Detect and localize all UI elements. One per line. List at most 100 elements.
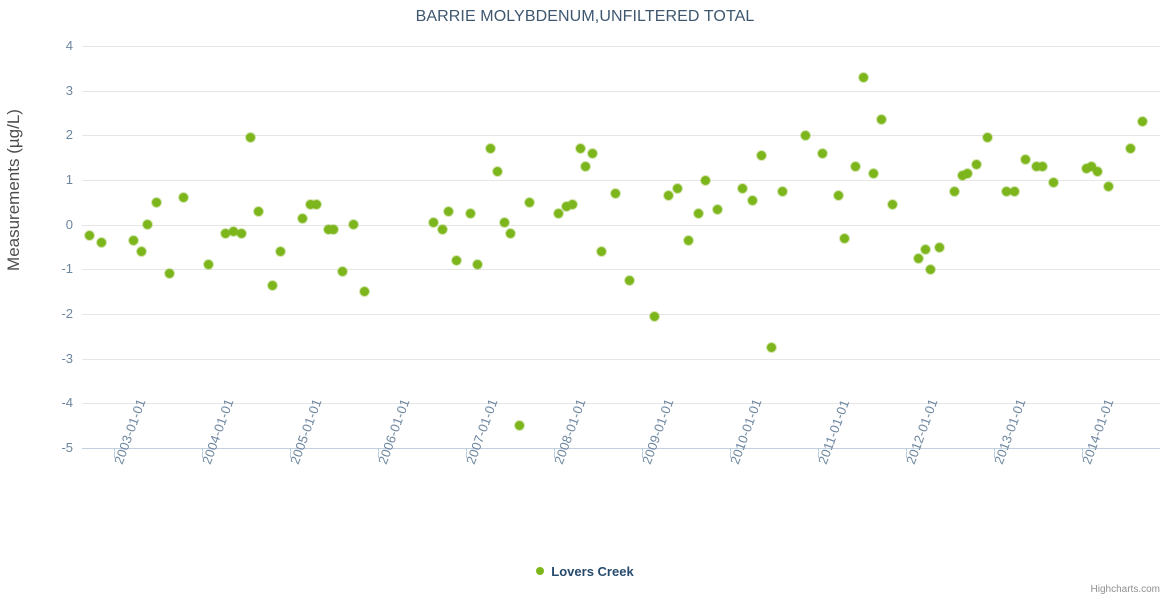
data-point[interactable] xyxy=(1037,162,1047,172)
data-point[interactable] xyxy=(561,202,571,212)
data-point[interactable] xyxy=(97,238,107,247)
data-point[interactable] xyxy=(305,200,315,210)
data-point[interactable] xyxy=(962,168,972,178)
data-point[interactable] xyxy=(137,247,147,256)
data-point[interactable] xyxy=(349,220,358,230)
data-point[interactable] xyxy=(466,209,476,218)
data-point[interactable] xyxy=(801,130,811,140)
data-point[interactable] xyxy=(596,247,606,256)
data-point[interactable] xyxy=(253,206,263,216)
data-point[interactable] xyxy=(444,206,454,216)
data-point[interactable] xyxy=(1082,164,1092,174)
data-point[interactable] xyxy=(337,267,347,277)
data-point[interactable] xyxy=(451,255,461,265)
y-axis-tick-label: -3 xyxy=(61,350,73,366)
data-point[interactable] xyxy=(1020,155,1030,165)
data-point[interactable] xyxy=(554,209,564,218)
data-point[interactable] xyxy=(1103,182,1113,192)
data-point[interactable] xyxy=(737,184,747,194)
gridline xyxy=(82,90,1160,92)
data-point[interactable] xyxy=(312,200,322,210)
gridline xyxy=(82,358,1160,360)
data-point[interactable] xyxy=(859,72,869,82)
data-point[interactable] xyxy=(950,186,959,196)
data-point[interactable] xyxy=(869,168,879,178)
data-point[interactable] xyxy=(700,175,710,185)
data-point[interactable] xyxy=(165,269,175,279)
data-point[interactable] xyxy=(983,133,993,143)
data-point[interactable] xyxy=(713,204,723,214)
data-point[interactable] xyxy=(268,280,278,290)
data-point[interactable] xyxy=(925,264,935,274)
data-point[interactable] xyxy=(972,159,982,169)
data-point[interactable] xyxy=(1001,186,1011,196)
data-point[interactable] xyxy=(515,421,524,431)
data-point[interactable] xyxy=(506,229,516,239)
data-point[interactable] xyxy=(887,200,897,210)
data-point[interactable] xyxy=(151,197,161,207)
data-point[interactable] xyxy=(913,253,923,263)
data-point[interactable] xyxy=(839,233,849,243)
data-point[interactable] xyxy=(576,144,586,154)
data-point[interactable] xyxy=(664,191,674,201)
data-point[interactable] xyxy=(777,186,787,196)
x-axis-tick-mark xyxy=(906,449,908,458)
y-axis-tick-label: -5 xyxy=(61,440,73,455)
data-point[interactable] xyxy=(683,235,693,245)
data-point[interactable] xyxy=(85,231,94,241)
data-point[interactable] xyxy=(143,220,153,230)
data-point[interactable] xyxy=(567,200,577,210)
data-point[interactable] xyxy=(297,213,307,223)
data-point[interactable] xyxy=(818,148,828,158)
gridline xyxy=(82,314,1160,315)
data-point[interactable] xyxy=(1092,166,1102,176)
data-point[interactable] xyxy=(625,276,635,285)
data-point[interactable] xyxy=(756,150,766,160)
x-axis-tick-mark xyxy=(114,449,116,458)
data-point[interactable] xyxy=(957,171,967,180)
data-point[interactable] xyxy=(128,235,138,245)
data-point[interactable] xyxy=(275,247,285,256)
data-point[interactable] xyxy=(246,133,256,143)
data-point[interactable] xyxy=(693,209,703,218)
data-point[interactable] xyxy=(588,148,598,158)
data-point[interactable] xyxy=(672,184,682,194)
data-point[interactable] xyxy=(328,224,338,234)
plot-area xyxy=(82,46,1160,449)
chart-legend[interactable]: Lovers Creek xyxy=(0,563,1170,579)
data-point[interactable] xyxy=(485,144,495,154)
data-point[interactable] xyxy=(236,229,246,239)
data-point[interactable] xyxy=(1049,177,1059,187)
data-point[interactable] xyxy=(748,195,758,205)
legend-item-label: Lovers Creek xyxy=(551,564,634,580)
data-point[interactable] xyxy=(500,217,510,227)
chart-title: BARRIE MOLYBDENUM,UNFILTERED TOTAL xyxy=(415,8,755,25)
data-point[interactable] xyxy=(438,224,448,234)
data-point[interactable] xyxy=(1125,144,1135,154)
data-point[interactable] xyxy=(1009,186,1019,196)
data-point[interactable] xyxy=(178,193,188,203)
data-point[interactable] xyxy=(429,217,439,227)
data-point[interactable] xyxy=(581,162,590,172)
data-point[interactable] xyxy=(920,244,930,254)
data-point[interactable] xyxy=(524,197,534,207)
data-point[interactable] xyxy=(1031,162,1041,172)
data-point[interactable] xyxy=(220,229,230,239)
data-point[interactable] xyxy=(360,287,370,297)
data-point[interactable] xyxy=(649,311,659,321)
data-point[interactable] xyxy=(833,191,843,201)
data-point[interactable] xyxy=(1138,117,1148,127)
data-point[interactable] xyxy=(203,260,213,270)
data-point[interactable] xyxy=(851,162,860,172)
data-point[interactable] xyxy=(876,115,886,125)
data-point[interactable] xyxy=(492,166,502,176)
x-axis-line xyxy=(82,448,1160,449)
data-point[interactable] xyxy=(766,343,776,352)
data-point[interactable] xyxy=(935,242,945,252)
data-point[interactable] xyxy=(1087,162,1097,172)
credits-label: Highcharts.com xyxy=(1090,584,1160,595)
data-point[interactable] xyxy=(472,260,482,270)
data-point[interactable] xyxy=(229,226,238,236)
data-point[interactable] xyxy=(610,188,620,198)
